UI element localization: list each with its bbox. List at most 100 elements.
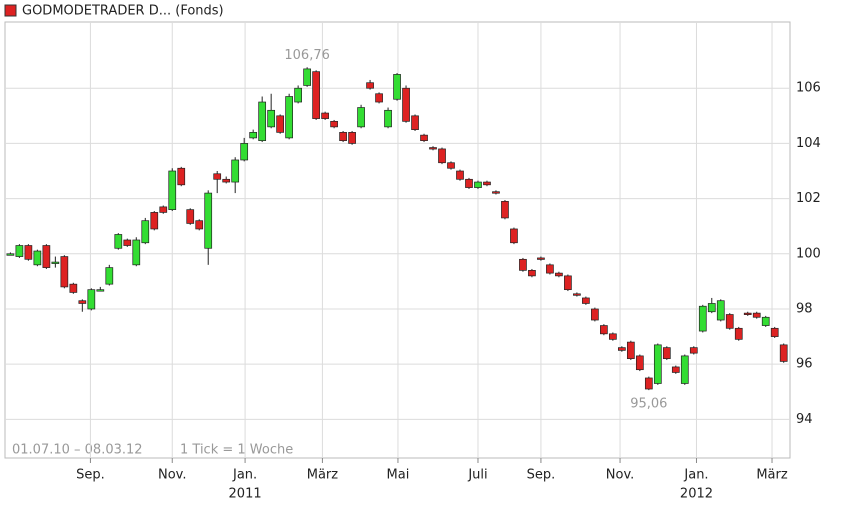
candle-body	[716, 300, 725, 321]
candle-body	[195, 220, 204, 230]
candle-body	[96, 289, 105, 292]
candle-body	[411, 115, 419, 130]
x-tick-label: Mai	[387, 468, 410, 483]
candle-body	[159, 206, 168, 213]
candle-body	[626, 341, 635, 360]
candle-body	[123, 239, 132, 246]
candle-body	[330, 120, 338, 128]
candle-body	[698, 305, 707, 332]
candle-body	[267, 109, 276, 128]
candle-body	[465, 178, 473, 188]
candle-body	[303, 68, 311, 86]
candle-body	[78, 300, 87, 304]
candle-body	[591, 308, 599, 321]
candle-body	[492, 191, 500, 194]
x-year-label: 2012	[680, 487, 713, 502]
x-tick-label: Sep.	[527, 468, 556, 483]
candle-body	[707, 303, 716, 313]
candle-body	[105, 267, 114, 285]
x-year-label: 2011	[229, 487, 262, 502]
y-tick-label: 102	[796, 191, 821, 206]
candle-body	[456, 170, 464, 180]
candle-body	[258, 101, 267, 142]
candle-body	[582, 297, 590, 304]
tick-note: 1 Tick = 1 Woche	[180, 443, 293, 458]
candle-body	[87, 289, 96, 310]
candle-body	[276, 115, 285, 133]
candle-body	[743, 312, 752, 315]
candle-body	[204, 192, 213, 249]
y-tick-label: 104	[796, 136, 821, 151]
candle-body	[393, 74, 401, 100]
candle-body	[294, 87, 302, 103]
candle-body	[725, 314, 734, 329]
candle-body	[15, 245, 24, 257]
candle-body	[564, 275, 572, 291]
candle-body	[761, 316, 770, 326]
candle-body	[537, 257, 545, 260]
candle-body	[114, 234, 123, 249]
candle-body	[375, 93, 383, 103]
candle-body	[141, 220, 150, 244]
candle-body	[51, 261, 60, 264]
candle-body	[752, 312, 761, 318]
candle-body	[420, 134, 428, 142]
candle-body	[680, 355, 689, 384]
candle-body	[573, 293, 581, 296]
candle-body	[546, 264, 554, 274]
candle-body	[222, 178, 231, 183]
candle-body	[132, 239, 141, 266]
candle-body	[447, 162, 455, 169]
candle-body	[528, 270, 536, 277]
candle-body	[734, 327, 743, 340]
candle-body	[555, 272, 563, 277]
x-tick-label: Jan.	[232, 468, 257, 483]
candle-body	[321, 112, 329, 119]
candle-body	[519, 258, 527, 271]
x-tick-label: Nov.	[158, 468, 187, 483]
candle-body	[60, 256, 69, 288]
candle-body	[384, 109, 392, 128]
candle-body	[213, 173, 222, 180]
candle-body	[33, 250, 42, 266]
extreme-label: 95,06	[630, 397, 667, 412]
y-tick-label: 94	[796, 412, 813, 427]
candle-body	[600, 325, 608, 335]
x-tick-label: März	[307, 468, 339, 483]
candle-body	[186, 209, 195, 224]
candle-body	[42, 245, 51, 268]
candle-body	[483, 181, 491, 186]
candle-body	[24, 245, 33, 260]
candle-body	[339, 132, 347, 142]
extreme-label: 106,76	[284, 48, 330, 63]
candle-body	[617, 347, 626, 351]
y-tick-label: 100	[796, 246, 821, 261]
candle-body	[357, 107, 365, 128]
x-tick-label: März	[756, 468, 788, 483]
candle-body	[150, 212, 159, 230]
candle-body	[779, 344, 788, 362]
candle-body	[429, 147, 437, 150]
candle-body	[635, 355, 644, 371]
x-tick-label: Nov.	[606, 468, 635, 483]
candle-body	[770, 327, 779, 337]
candle-body	[249, 132, 258, 139]
candle-body	[366, 82, 374, 89]
candle-body	[501, 201, 509, 219]
candle-body	[402, 87, 410, 122]
y-tick-label: 96	[796, 357, 813, 372]
candle-body	[689, 347, 698, 354]
candle-body	[438, 148, 446, 164]
x-tick-label: Juli	[467, 468, 487, 483]
candle-body	[240, 143, 249, 161]
candle-body	[168, 170, 177, 210]
candle-body	[348, 132, 356, 144]
x-tick-label: Sep.	[76, 468, 105, 483]
x-tick-label: Jan.	[683, 468, 708, 483]
candle-body	[609, 333, 617, 340]
y-tick-label: 106	[796, 81, 821, 96]
period-note: 01.07.10 – 08.03.12	[12, 443, 143, 458]
candle-body	[662, 347, 671, 360]
